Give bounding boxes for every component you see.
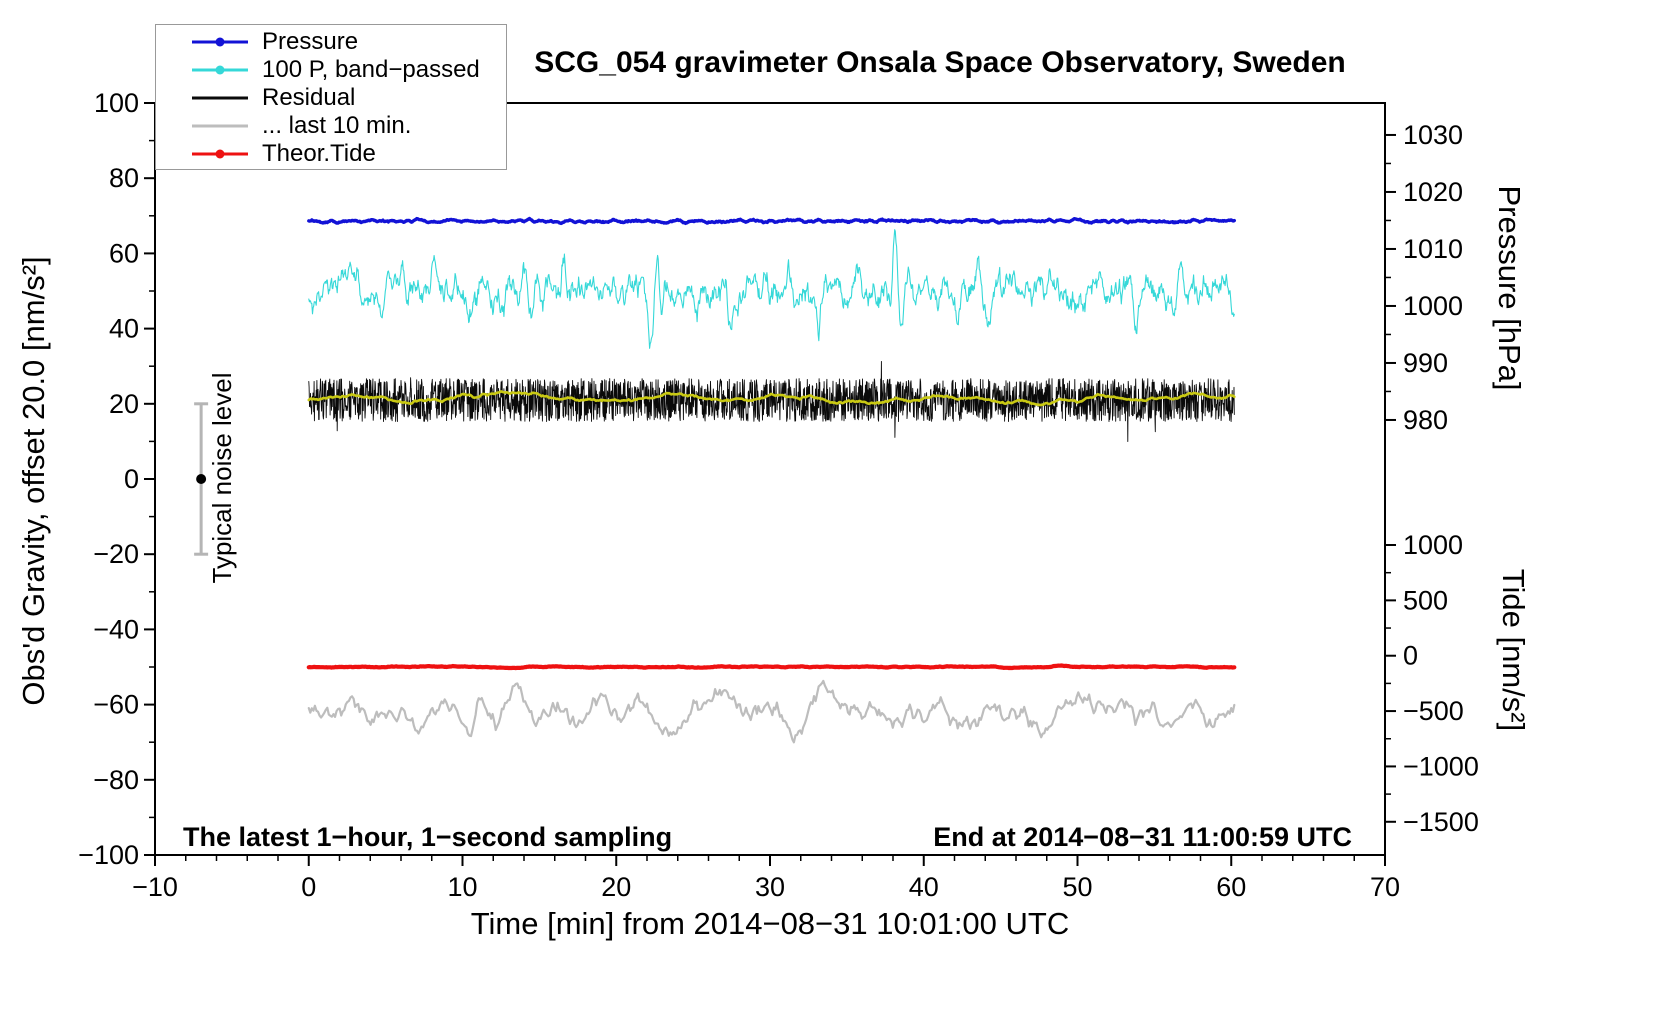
tide-tick-label: −500: [1403, 696, 1464, 726]
y-left-tick-label: 40: [109, 314, 139, 344]
legend-item-residual: Residual: [156, 84, 506, 112]
y-left-tick-label: 80: [109, 163, 139, 193]
y-axis-tide-label: Tide [nm/s²]: [1496, 568, 1531, 732]
end-time-note: End at 2014−08−31 11:00:59 UTC: [933, 822, 1352, 852]
x-tick-label: 0: [301, 872, 316, 902]
pressure-tick-label: 980: [1403, 405, 1448, 435]
legend-label: ... last 10 min.: [262, 112, 412, 139]
series-bandpassed: [308, 229, 1235, 349]
y-axis-left-label: Obs'd Gravity, offset 20.0 [nm/s²]: [16, 256, 51, 706]
y-left-tick-label: 100: [94, 88, 139, 118]
y-left-tick-label: 60: [109, 238, 139, 268]
pressure-tick-label: 1030: [1403, 120, 1463, 150]
legend-item-tide: Theor.Tide: [156, 140, 506, 168]
x-tick-label: 50: [1062, 872, 1092, 902]
tide-tick-label: −1000: [1403, 751, 1479, 781]
legend-line-icon: [192, 96, 248, 100]
legend-line-icon: [192, 149, 248, 159]
legend-label: 100 P, band−passed: [262, 56, 480, 83]
legend-box: Pressure 100 P, band−passed Residual... la…: [155, 24, 507, 170]
y-left-tick-label: −20: [93, 539, 139, 569]
legend-line-icon: [192, 37, 248, 47]
y-left-tick-label: 0: [124, 464, 139, 494]
legend-item-bandpassed: 100 P, band−passed: [156, 56, 506, 84]
x-tick-label: 30: [755, 872, 785, 902]
series-residual_mean: [307, 390, 1236, 407]
noise-level-label: Typical noise level: [207, 372, 237, 584]
x-tick-label: 20: [601, 872, 631, 902]
legend-line-icon: [192, 65, 248, 75]
x-tick-label: 10: [447, 872, 477, 902]
x-tick-label: 60: [1216, 872, 1246, 902]
pressure-tick-label: 990: [1403, 348, 1448, 378]
y-left-tick-label: −100: [78, 840, 139, 870]
axes-ticks: −10 0 10 20 30 40 50 60 70−100−80−60−40−20020406…: [78, 88, 1479, 902]
legend-label: Residual: [262, 84, 356, 111]
legend-item-pressure: Pressure: [156, 28, 506, 56]
y-left-tick-label: −40: [93, 614, 139, 644]
legend-label: Pressure: [262, 28, 359, 55]
noise-level-marker: [194, 402, 209, 556]
series-residual: [308, 360, 1235, 442]
tide-tick-label: 500: [1403, 585, 1448, 615]
tide-tick-label: 0: [1403, 641, 1418, 671]
series-tide: [306, 663, 1237, 671]
plot-frame: [154, 102, 1386, 856]
y-left-tick-label: 20: [109, 389, 139, 419]
tide-tick-label: −1500: [1403, 807, 1479, 837]
chart-title: SCG_054 gravimeter Onsala Space Observat…: [534, 46, 1346, 79]
x-axis-label: Time [min] from 2014−08−31 10:01:00 UTC: [470, 906, 1070, 941]
series-last10: [307, 679, 1236, 744]
pressure-tick-label: 1000: [1403, 291, 1463, 321]
series-pressure: [307, 216, 1237, 226]
x-tick-label: −10: [132, 872, 178, 902]
pressure-tick-label: 1020: [1403, 177, 1463, 207]
sampling-note: The latest 1−hour, 1−second sampling: [183, 822, 673, 852]
legend-line-icon: [192, 124, 248, 128]
pressure-tick-label: 1010: [1403, 234, 1463, 264]
x-tick-label: 70: [1370, 872, 1400, 902]
y-left-tick-label: −60: [93, 690, 139, 720]
tide-tick-label: 1000: [1403, 530, 1463, 560]
noise-level-dot: [196, 474, 207, 484]
legend-item-last10: ... last 10 min.: [156, 112, 506, 140]
x-tick-label: 40: [909, 872, 939, 902]
y-left-tick-label: −80: [93, 765, 139, 795]
legend-label: Theor.Tide: [262, 140, 376, 167]
